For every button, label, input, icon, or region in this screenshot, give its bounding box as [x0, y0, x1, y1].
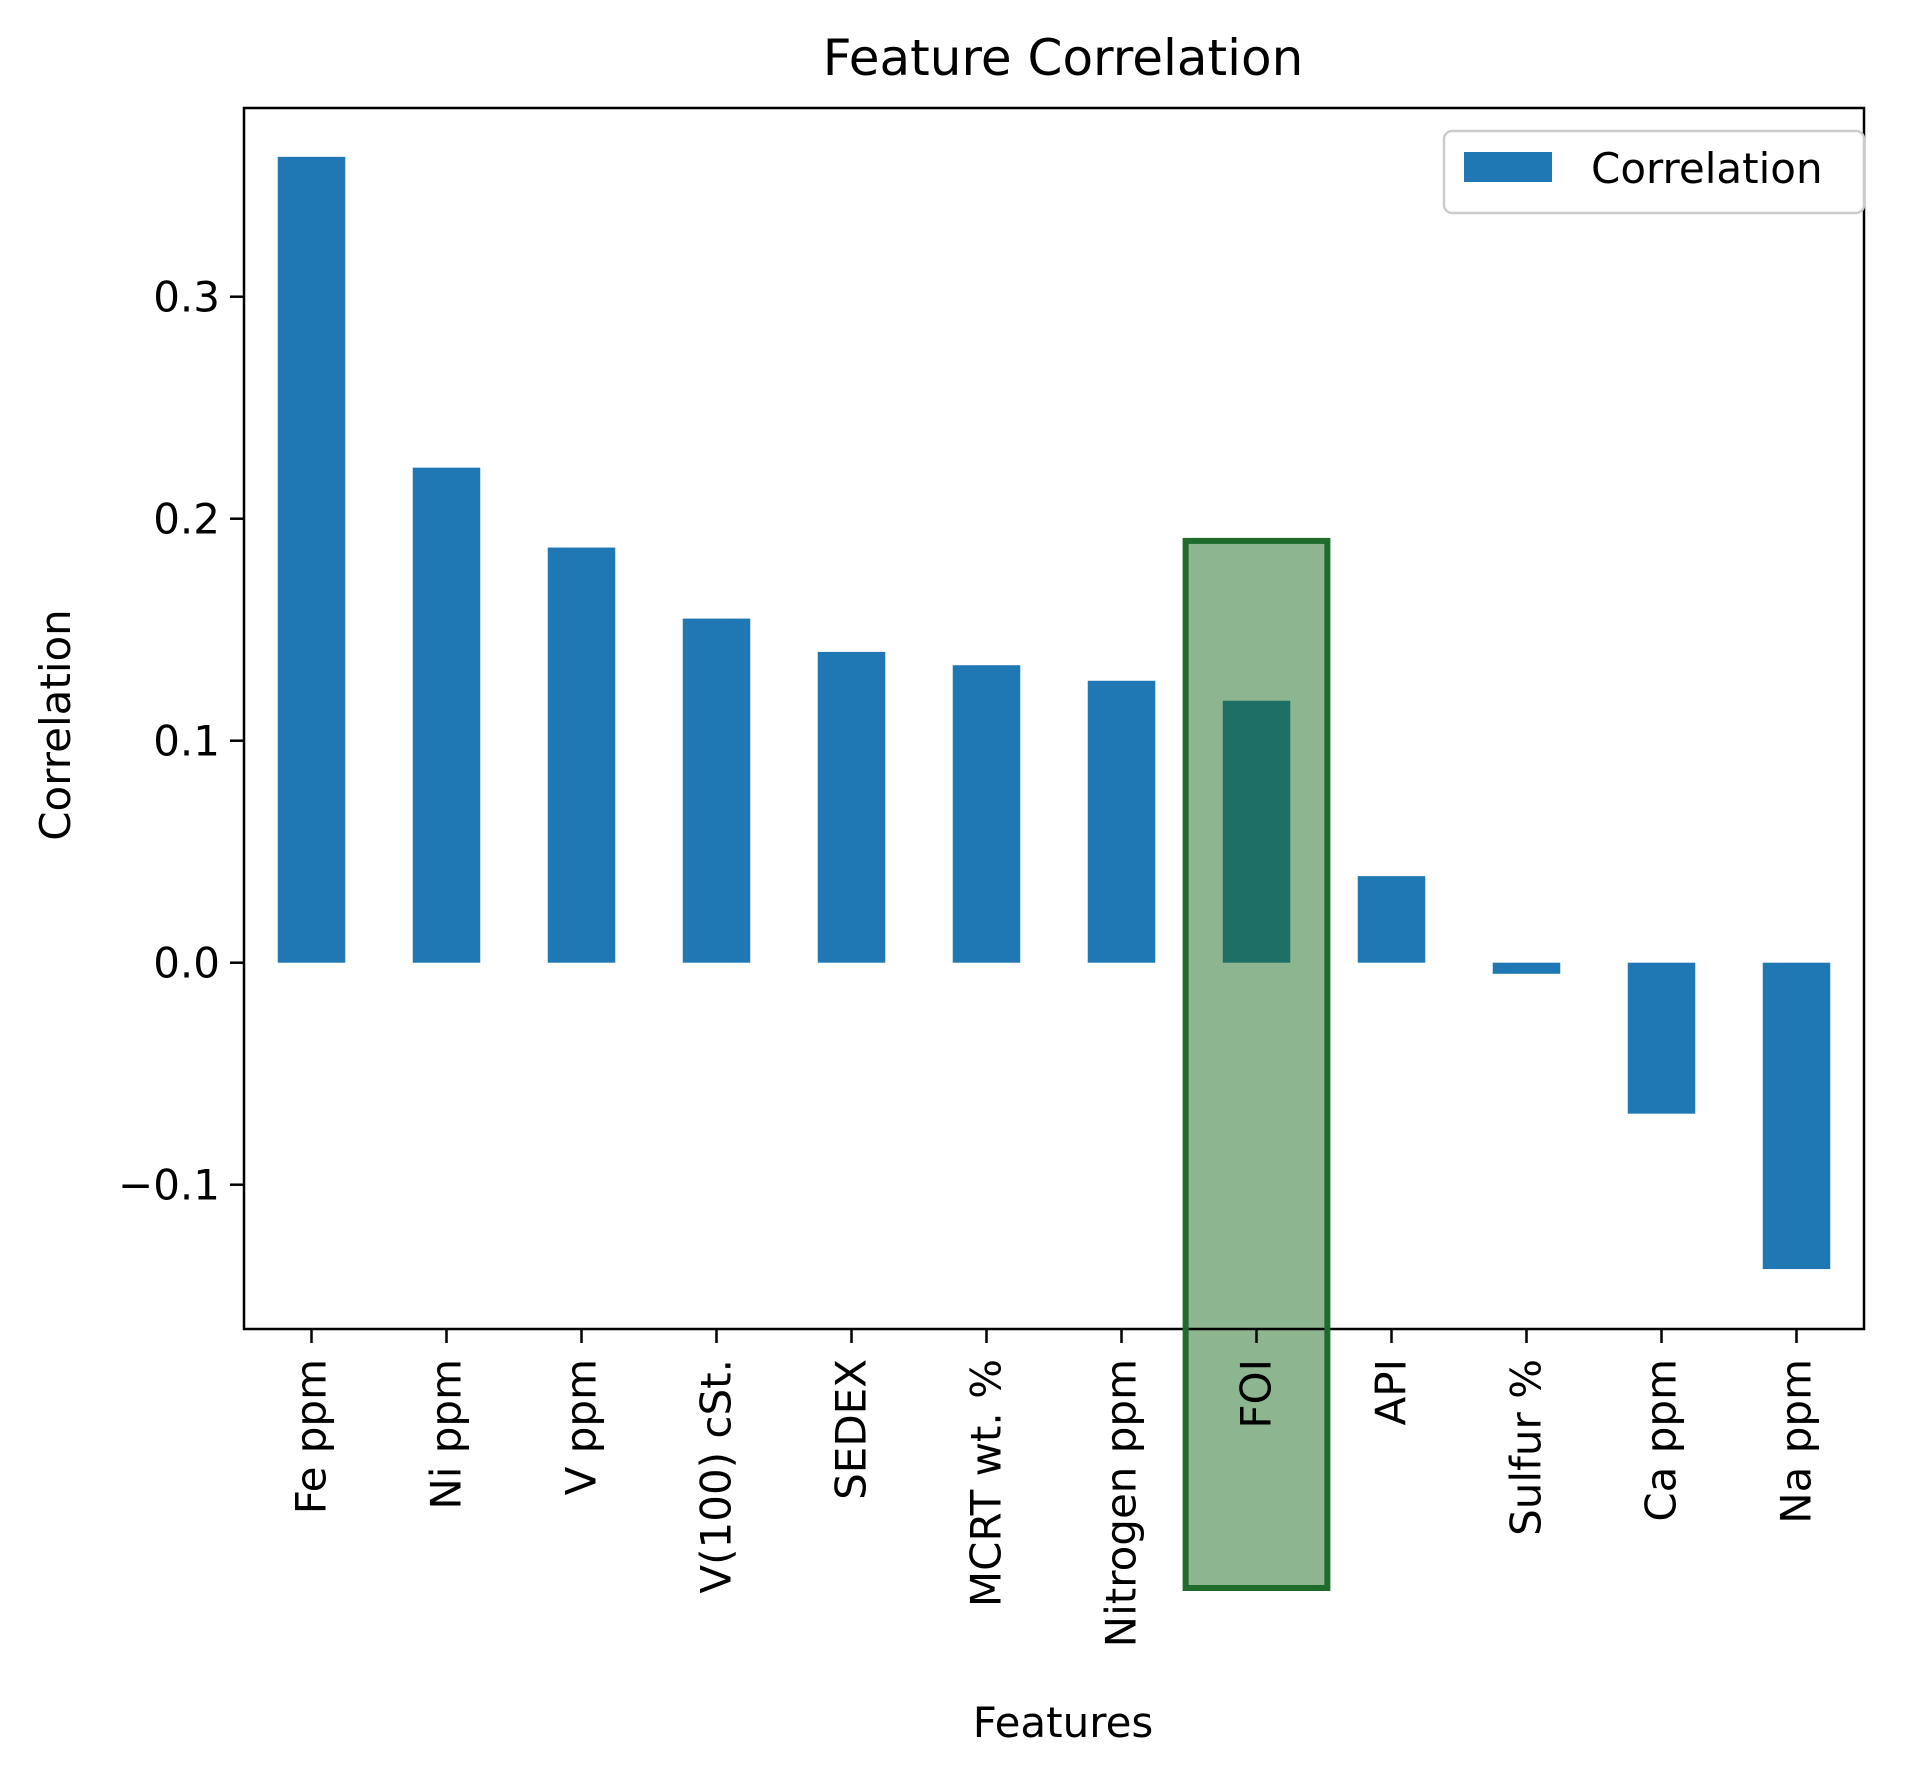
highlight-box-border — [1182, 537, 1331, 1591]
x-tick-label: MCRT wt. % — [962, 1359, 1011, 1607]
legend-box — [1442, 129, 1866, 215]
bar-na-ppm — [1762, 962, 1831, 1270]
x-tick-label: V ppm — [557, 1359, 606, 1495]
x-tick-label: Nitrogen ppm — [1097, 1359, 1146, 1647]
y-tick-label: −0.1 — [118, 1161, 220, 1210]
bar-v-100-cst — [682, 618, 751, 963]
highlight-layer — [1185, 540, 1328, 1588]
x-tick-label: Na ppm — [1772, 1359, 1821, 1524]
x-tick-label: SEDEX — [827, 1359, 876, 1500]
y-tick-label: 0.2 — [153, 495, 220, 544]
bar-v-ppm — [547, 547, 616, 963]
bars-layer — [277, 156, 1831, 1270]
bar-ca-ppm — [1627, 962, 1696, 1114]
plot-frame — [242, 106, 1866, 1331]
legend-label: Correlation — [1591, 144, 1823, 193]
bar-ni-ppm — [412, 467, 481, 963]
bar-sedex — [817, 651, 886, 963]
x-tick-label: API — [1367, 1359, 1416, 1425]
chart-title: Feature Correlation — [823, 29, 1304, 87]
highlight-box — [1185, 540, 1328, 1588]
y-tick-label: 0.0 — [153, 939, 220, 988]
x-tick-label: Ni ppm — [422, 1359, 471, 1510]
y-tick-label: 0.3 — [153, 273, 220, 322]
x-axis: Fe ppm Ni ppm V ppm V(100) cSt. SEDEX MCRT wt… — [287, 1329, 1821, 1647]
x-tick-label: Fe ppm — [287, 1359, 336, 1514]
y-tick-label: 0.1 — [153, 717, 220, 766]
highlight-border-layer — [1182, 537, 1331, 1591]
bar-mcrt-wt — [952, 665, 1021, 963]
bar-fe-ppm — [277, 156, 346, 963]
x-tick-label: Sulfur % — [1502, 1359, 1551, 1536]
bar-nitrogen-ppm — [1087, 680, 1156, 963]
x-tick-label: V(100) cSt. — [692, 1359, 741, 1594]
bar-foi — [1222, 700, 1291, 963]
x-tick-label: Ca ppm — [1637, 1359, 1686, 1522]
bar-sulfur — [1492, 962, 1561, 974]
y-axis: −0.1 0.0 0.1 0.2 0.3 — [118, 273, 244, 1210]
x-tick-label: FOI — [1232, 1359, 1281, 1429]
legend-swatch — [1464, 152, 1552, 182]
x-axis-label: Features — [973, 1698, 1154, 1747]
y-axis-label: Correlation — [31, 609, 80, 841]
legend: Correlation — [1442, 129, 1866, 215]
bar-api — [1357, 876, 1426, 963]
